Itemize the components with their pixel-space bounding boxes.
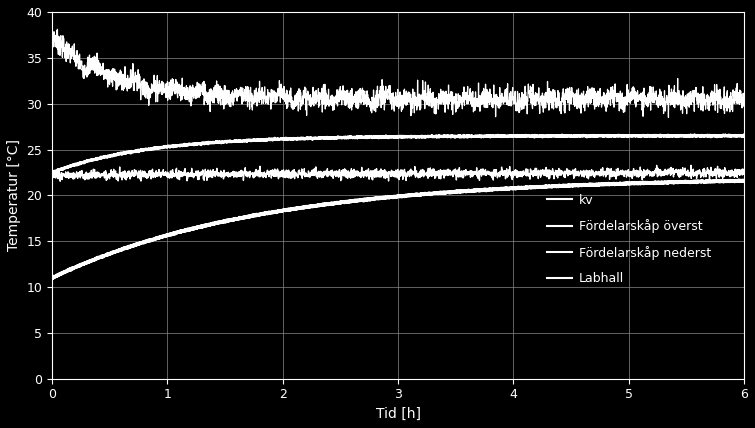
kv [127,84,136,89]
Fördelarskåp nederst [48,175,57,180]
Fördelarskåp nederst [726,170,735,175]
Y-axis label: Temperatur [°C]: Temperatur [°C] [7,140,21,251]
kv [48,25,57,30]
Labhall [735,178,744,183]
kv [168,92,177,98]
kv [726,90,735,95]
Fördelarskåp nederst [168,173,177,178]
Fördelarskåp överst [344,134,353,139]
Labhall [48,275,57,280]
Labhall [344,199,353,204]
Fördelarskåp nederst [56,178,65,184]
Labhall [313,203,322,208]
Fördelarskåp överst [127,149,136,154]
Fördelarskåp överst [690,132,699,137]
Labhall [48,276,57,281]
Labhall [652,180,661,185]
Fördelarskåp nederst [652,170,661,175]
Line: Fördelarskåp överst: Fördelarskåp överst [52,135,744,172]
Fördelarskåp överst [652,134,661,139]
Fördelarskåp överst [313,136,322,141]
Line: Fördelarskåp nederst: Fördelarskåp nederst [52,165,744,181]
kv [343,88,352,93]
Fördelarskåp nederst [686,163,695,168]
kv [313,93,322,98]
Labhall [740,178,749,183]
kv [652,94,661,99]
Fördelarskåp nederst [344,175,353,181]
Labhall [726,178,735,183]
Fördelarskåp överst [168,143,177,149]
Line: Labhall: Labhall [52,180,744,278]
Fördelarskåp nederst [127,169,136,175]
Fördelarskåp överst [48,170,57,175]
Labhall [127,244,136,249]
Fördelarskåp överst [740,133,749,138]
Line: kv: kv [52,27,744,117]
Fördelarskåp överst [48,169,57,174]
Fördelarskåp nederst [740,170,749,175]
Legend: kv, Fördelarskåp överst, Fördelarskåp nederst, Labhall: kv, Fördelarskåp överst, Fördelarskåp ne… [541,187,717,291]
X-axis label: Tid [h]: Tid [h] [375,407,421,421]
Fördelarskåp nederst [313,170,322,175]
kv [740,97,749,102]
Labhall [168,232,177,237]
kv [664,115,673,120]
Fördelarskåp överst [726,134,735,139]
